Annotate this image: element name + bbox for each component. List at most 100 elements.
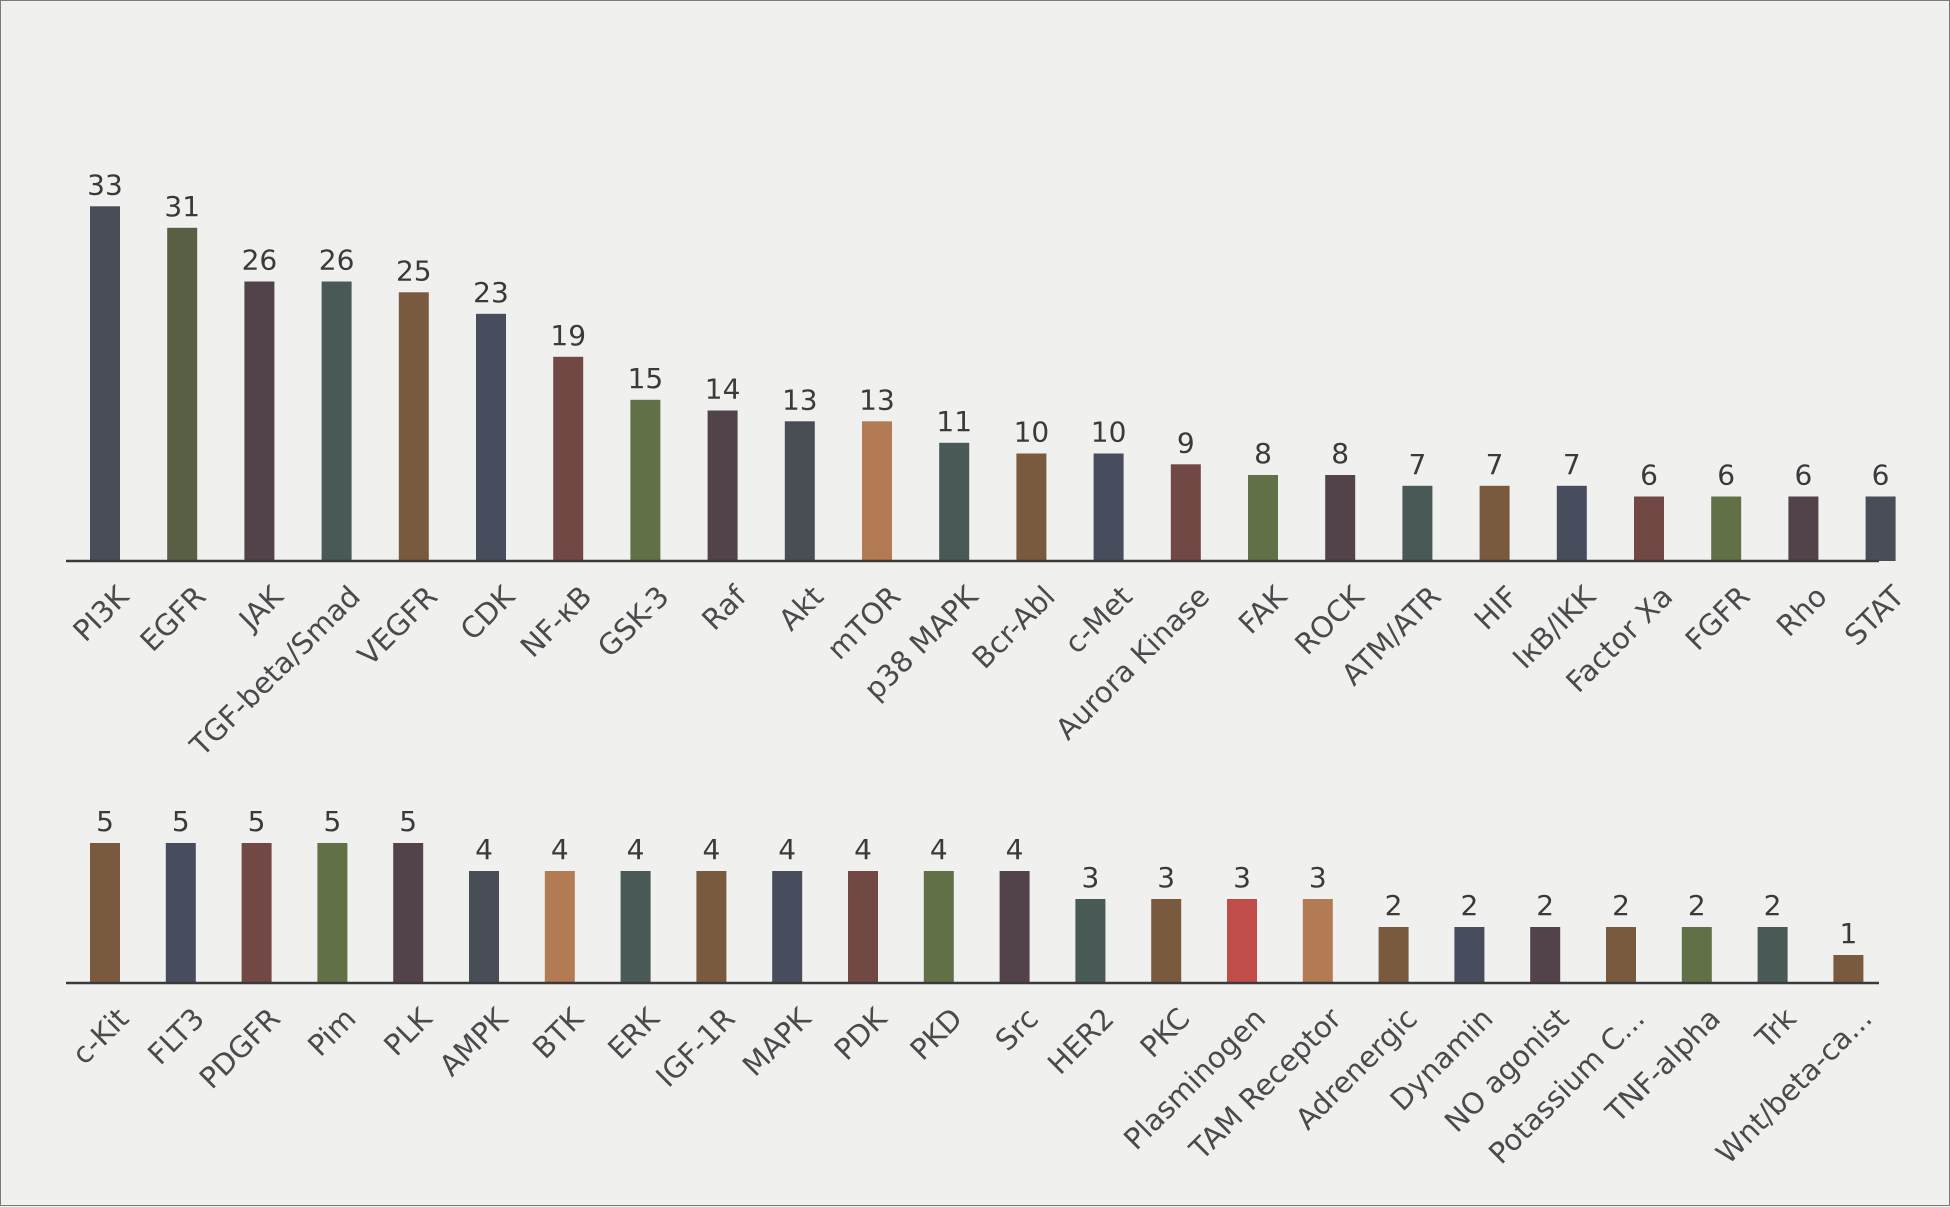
category-label: ERK [601, 1000, 666, 1065]
data-label: 6 [1872, 459, 1890, 492]
bar [1302, 899, 1333, 983]
bar [1479, 485, 1510, 562]
bar [939, 442, 970, 562]
category-label: Akt [772, 579, 830, 637]
data-label: 4 [1006, 833, 1024, 866]
bar [1606, 927, 1636, 983]
data-label: 2 [1612, 889, 1630, 922]
category-label: Src [989, 1001, 1045, 1057]
bar [1325, 475, 1356, 561]
category-label: c-Kit [65, 1001, 135, 1071]
data-label: 2 [1688, 889, 1706, 922]
bar [1530, 927, 1561, 983]
data-label: 8 [1331, 437, 1349, 470]
data-label: 4 [930, 833, 948, 866]
bar [476, 313, 506, 562]
category-label: Rho [1770, 579, 1834, 643]
category-label: Pim [301, 1001, 363, 1063]
category-label: STAT [1838, 579, 1911, 652]
data-label: 5 [248, 805, 266, 838]
data-label: 25 [396, 254, 432, 287]
data-label: 6 [1640, 459, 1658, 492]
data-label: 1 [1839, 917, 1857, 950]
data-label: 26 [242, 244, 278, 277]
bar [1454, 927, 1485, 983]
bar [1681, 927, 1712, 983]
category-label: PI3K [66, 578, 136, 648]
data-label: 15 [628, 362, 664, 395]
bar [620, 871, 651, 983]
data-label: 14 [705, 373, 741, 406]
bar [90, 206, 120, 562]
data-label: 2 [1764, 889, 1782, 922]
category-label: PKC [1133, 1001, 1196, 1064]
bar [90, 843, 120, 983]
category-label: CDK [454, 578, 522, 646]
category-label: Trk [1748, 1001, 1803, 1056]
category-label: FAK [1232, 578, 1294, 640]
bar [707, 410, 738, 561]
data-label: 5 [323, 805, 341, 838]
category-label: Raf [695, 579, 753, 637]
bar [1556, 485, 1587, 562]
data-label: 6 [1717, 459, 1735, 492]
category-label: VEGFR [351, 579, 444, 672]
bar [1711, 496, 1742, 561]
data-label: 13 [782, 383, 818, 416]
data-label: 11 [936, 405, 972, 438]
bar [241, 843, 272, 983]
data-label: 3 [1309, 861, 1327, 894]
data-label: 5 [399, 805, 417, 838]
data-label: 13 [859, 383, 895, 416]
bar [696, 871, 727, 983]
data-label: 10 [1091, 416, 1127, 449]
data-label: 10 [1014, 416, 1050, 449]
bar [630, 399, 661, 562]
bar [544, 871, 575, 983]
category-label: JAK [231, 578, 290, 637]
bar [1757, 927, 1788, 983]
bar [1170, 464, 1201, 562]
bar [393, 843, 424, 983]
bar [772, 871, 803, 983]
category-label: GSK-3 [591, 579, 676, 664]
data-label: 4 [627, 833, 645, 866]
bar [1151, 899, 1182, 983]
bar [469, 871, 499, 983]
data-label: 3 [1233, 861, 1251, 894]
bar [1378, 927, 1409, 983]
data-label: 31 [164, 190, 200, 223]
data-label: 4 [854, 833, 872, 866]
data-label: 33 [87, 168, 123, 201]
data-label: 8 [1254, 437, 1272, 470]
category-label: HER2 [1041, 1001, 1121, 1081]
category-label: Bcr-Abl [965, 579, 1061, 675]
data-label: 4 [551, 833, 569, 866]
data-label: 7 [1563, 448, 1581, 481]
bar [862, 421, 892, 562]
bar [1093, 453, 1124, 561]
bar [784, 421, 815, 562]
category-label: AMPK [433, 1000, 515, 1082]
bar [1075, 899, 1106, 983]
data-label: 4 [778, 833, 796, 866]
bar [167, 227, 198, 562]
bar [1865, 496, 1896, 561]
data-label: 19 [550, 319, 586, 352]
data-label: 2 [1460, 889, 1478, 922]
category-label: FGFR [1679, 579, 1757, 657]
bar [1248, 475, 1278, 561]
bar [1833, 955, 1864, 983]
bar [317, 843, 348, 983]
bar-chart-1: 33PI3K31EGFR26JAK26TGF-beta/Smad25VEGFR2… [66, 168, 1911, 763]
category-label: PLK [377, 1000, 439, 1062]
data-label: 3 [1081, 861, 1099, 894]
data-label: 7 [1408, 448, 1426, 481]
category-label: PKD [903, 1001, 969, 1067]
category-label: FLT3 [141, 1001, 211, 1071]
bar [244, 281, 275, 561]
data-label: 2 [1536, 889, 1554, 922]
bar [1402, 485, 1433, 562]
